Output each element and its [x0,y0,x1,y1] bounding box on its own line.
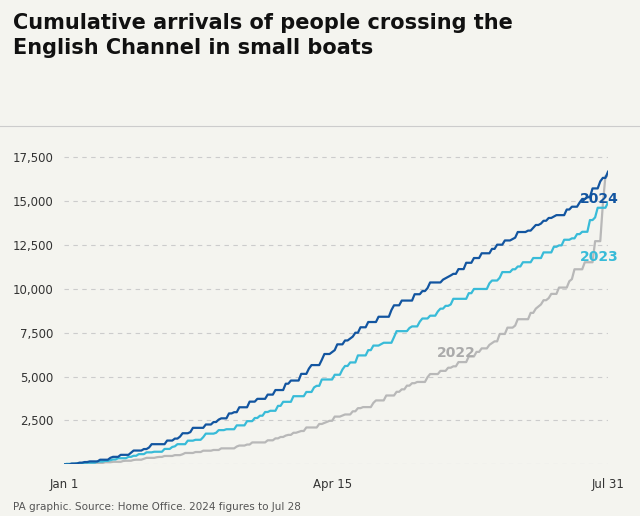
Text: PA graphic. Source: Home Office. 2024 figures to Jul 28: PA graphic. Source: Home Office. 2024 fi… [13,502,301,512]
Text: 2024: 2024 [580,192,618,206]
Text: Cumulative arrivals of people crossing the
English Channel in small boats: Cumulative arrivals of people crossing t… [13,13,513,58]
Text: 2023: 2023 [580,250,618,264]
Text: 2022: 2022 [436,346,476,360]
